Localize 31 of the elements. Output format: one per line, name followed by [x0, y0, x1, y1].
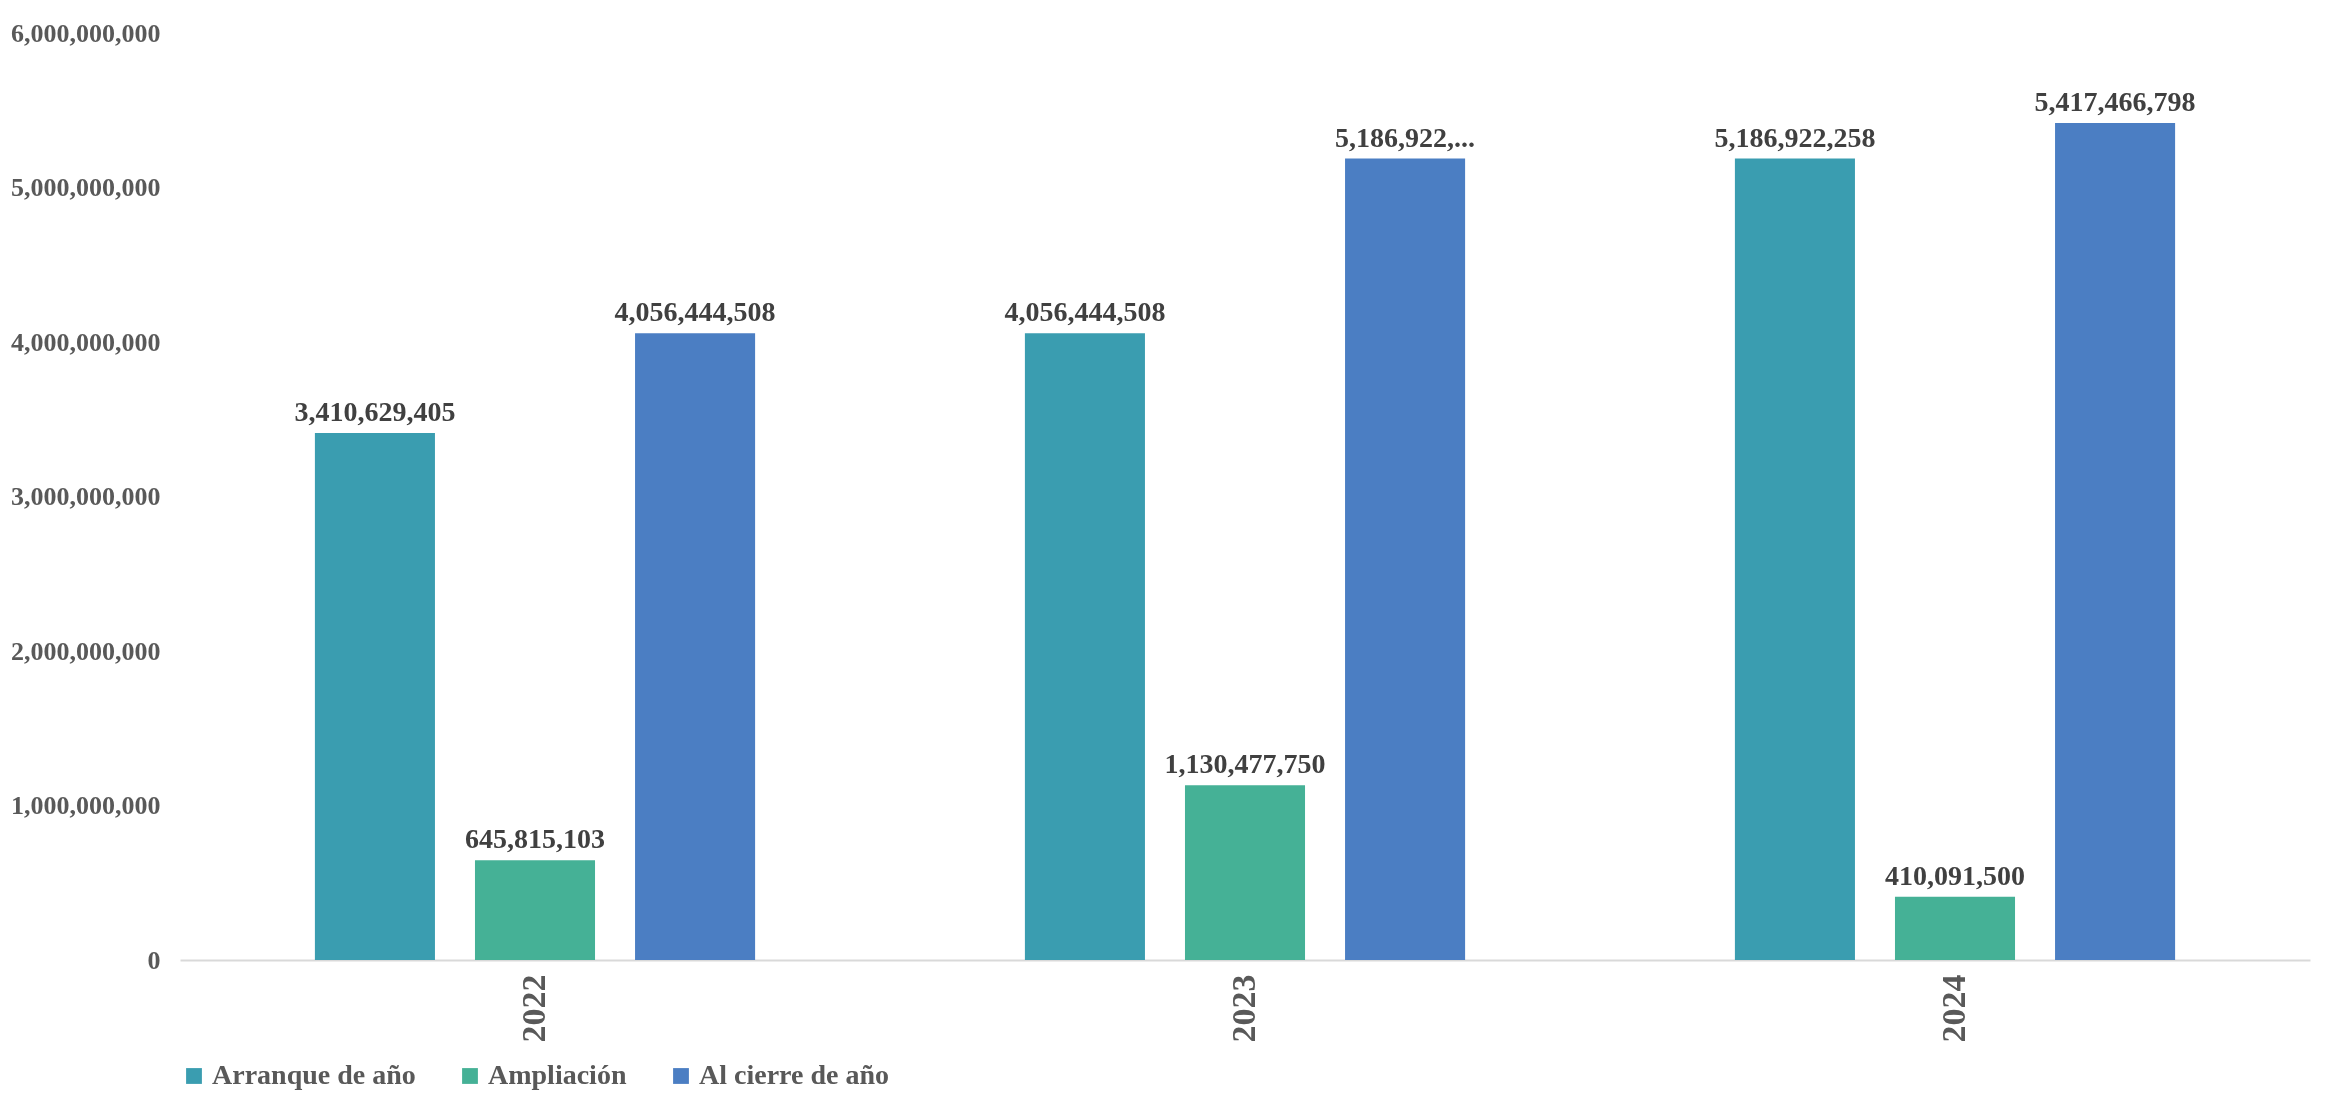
legend-label: Ampliación — [488, 1059, 627, 1090]
x-tick-label: 2024 — [1935, 974, 1972, 1043]
y-tick-label: 4,000,000,000 — [11, 327, 161, 357]
data-label: 410,091,500 — [1885, 859, 2025, 891]
data-label: 3,410,629,405 — [294, 396, 456, 428]
data-label: 5,186,922,... — [1335, 121, 1476, 153]
data-label: 1,130,477,750 — [1164, 748, 1326, 780]
bar — [1345, 158, 1466, 960]
data-label: 5,417,466,798 — [2034, 86, 2196, 117]
bar — [635, 333, 756, 960]
bar — [314, 433, 435, 960]
bar — [1184, 785, 1306, 960]
legend-label: Arranque de año — [212, 1059, 416, 1090]
data-label: 4,056,444,508 — [614, 296, 776, 328]
x-tick-label: 2022 — [515, 974, 552, 1043]
y-tick-label: 3,000,000,000 — [11, 482, 161, 511]
y-tick-label: 1,000,000,000 — [11, 791, 161, 820]
bar — [1894, 896, 2016, 960]
bar — [474, 860, 596, 960]
data-label: 645,815,103 — [465, 823, 605, 855]
x-tick-label: 2023 — [1225, 974, 1262, 1043]
data-label: 5,186,922,258 — [1714, 121, 1876, 153]
y-tick-label: 6,000,000,000 — [11, 18, 161, 48]
bar — [1024, 333, 1145, 960]
bar — [1734, 158, 1855, 960]
y-tick-label: 0 — [147, 945, 161, 975]
bar — [2055, 123, 2176, 960]
legend-label: Al cierre de año — [699, 1059, 889, 1090]
data-label: 4,056,444,508 — [1004, 296, 1166, 328]
y-tick-label: 2,000,000,000 — [11, 636, 161, 666]
y-tick-label: 5,000,000,000 — [11, 173, 161, 202]
